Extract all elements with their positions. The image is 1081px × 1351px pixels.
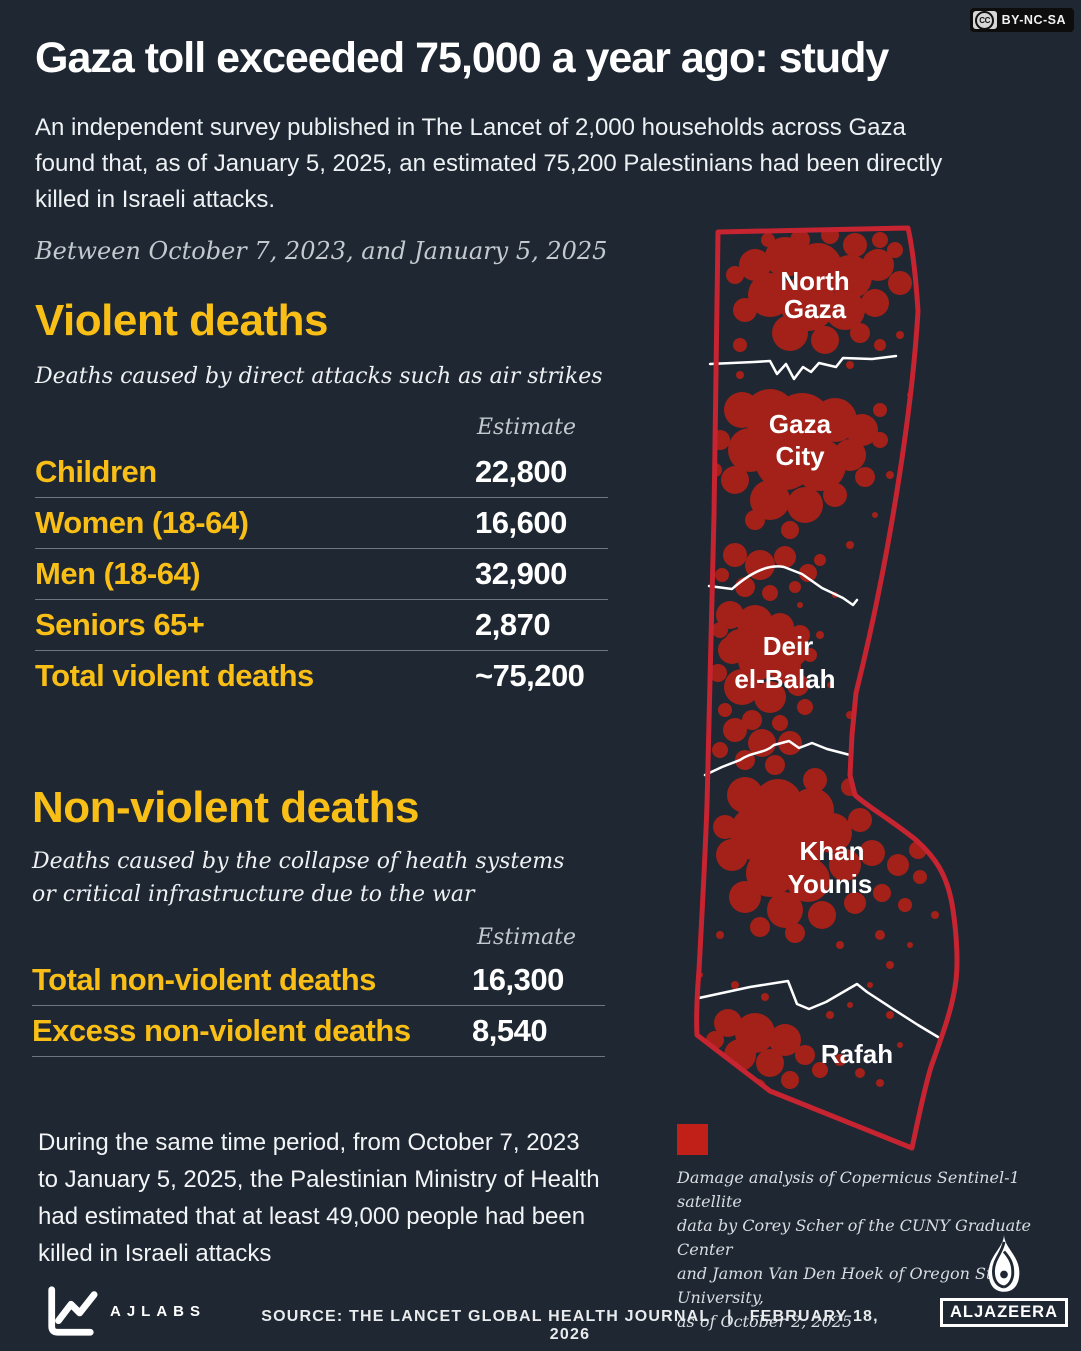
damage-legend-text: Damage analysis of Copernicus Sentinel-1… [677, 1166, 1077, 1334]
description-line: or critical infrastructure due to the wa… [32, 882, 475, 907]
ajlabs-label: AJLABS [110, 1302, 207, 1320]
cc-chip: CC [972, 10, 997, 30]
source-line: SOURCE: THE LANCET GLOBAL HEALTH JOURNAL… [240, 1308, 900, 1344]
row-label: Total non-violent deaths [32, 962, 376, 997]
subtitle-line: found that, as of January 5, 2025, an es… [35, 150, 943, 177]
ajlabs-chart-icon [48, 1286, 98, 1336]
page-subtitle: An independent survey published in The L… [35, 110, 1065, 218]
gaza-damage-map: North Gaza Gaza City Deir el-Balah Khan … [694, 225, 960, 1151]
source-divider2 [733, 1308, 744, 1325]
description-line: Deaths caused by the collapse of heath s… [32, 849, 565, 874]
table-row: Children 22,800 [35, 447, 608, 498]
footnote-line: killed in Israeli attacks [38, 1240, 272, 1267]
nonviolent-deaths-description: Deaths caused by the collapse of heath s… [32, 845, 564, 911]
table-row: Women (18-64) 16,600 [35, 498, 608, 549]
region-label-deir-el-balah: Deir [763, 631, 814, 661]
row-value: 16,300 [472, 962, 564, 997]
period-note: Between October 7, 2023, and January 5, … [35, 237, 608, 265]
row-label: Women (18-64) [35, 505, 249, 540]
region-label-north-gaza: North [780, 266, 849, 296]
violent-deaths-table: Children 22,800 Women (18-64) 16,600 Men… [35, 447, 608, 701]
source-divider [716, 1308, 727, 1325]
nonviolent-estimate-header: Estimate [477, 925, 577, 950]
aljazeera-flame-icon [988, 1234, 1020, 1292]
ministry-footnote: During the same time period, from Octobe… [38, 1124, 600, 1272]
row-value: 2,870 [475, 607, 551, 642]
violent-deaths-heading: Violent deaths [35, 296, 328, 345]
row-value: ~75,200 [475, 658, 585, 693]
violent-deaths-description: Deaths caused by direct attacks such as … [35, 364, 603, 389]
subtitle-line: killed in Israeli attacks. [35, 186, 276, 213]
cc-license-label: BY-NC-SA [1001, 13, 1066, 27]
row-value: 8,540 [472, 1013, 548, 1048]
region-label-north-gaza: Gaza [784, 294, 847, 324]
region-label-gaza-city: Gaza [769, 409, 832, 439]
nonviolent-deaths-heading: Non-violent deaths [32, 783, 420, 832]
damage-legend-swatch [677, 1124, 708, 1155]
table-row-total: Total violent deaths ~75,200 [35, 651, 608, 701]
table-row: Total non-violent deaths 16,300 [32, 955, 605, 1006]
cc-icon: CC [975, 10, 995, 30]
page-title: Gaza toll exceeded 75,000 a year ago: st… [35, 34, 889, 82]
row-value: 32,900 [475, 556, 567, 591]
footnote-line: to January 5, 2025, the Palestinian Mini… [38, 1166, 600, 1193]
legend-line: Damage analysis of Copernicus Sentinel-1… [677, 1168, 1020, 1211]
gaza-strip-outline [694, 225, 960, 1151]
region-label-deir-el-balah: el-Balah [734, 664, 835, 694]
footnote-line: had estimated that at least 49,000 peopl… [38, 1203, 586, 1230]
region-label-khan-younis: Younis [788, 869, 873, 899]
nonviolent-deaths-table: Total non-violent deaths 16,300 Excess n… [32, 955, 605, 1057]
violent-estimate-header: Estimate [477, 415, 577, 440]
cc-license-badge: CC BY-NC-SA [969, 8, 1074, 32]
damage-blobs [697, 228, 943, 1095]
publish-date: FEBRUARY 18, 2026 [549, 1308, 879, 1343]
legend-line: and Jamon Van Den Hoek of Oregon State U… [677, 1264, 1018, 1307]
subtitle-line: An independent survey published in The L… [35, 114, 906, 141]
aljazeera-logo: ALJAZEERA [940, 1232, 1069, 1327]
region-label-rafah: Rafah [821, 1039, 893, 1069]
row-label: Excess non-violent deaths [32, 1013, 411, 1048]
table-row: Excess non-violent deaths 8,540 [32, 1006, 605, 1057]
legend-line: data by Corey Scher of the CUNY Graduate… [677, 1216, 1032, 1259]
footnote-line: During the same time period, from Octobe… [38, 1129, 580, 1156]
source-text: SOURCE: THE LANCET GLOBAL HEALTH JOURNAL [261, 1308, 711, 1325]
table-row: Men (18-64) 32,900 [35, 549, 608, 600]
row-label: Seniors 65+ [35, 607, 205, 642]
row-value: 16,600 [475, 505, 567, 540]
region-label-gaza-city: City [775, 441, 825, 471]
table-row: Seniors 65+ 2,870 [35, 600, 608, 651]
region-label-khan-younis: Khan [800, 836, 865, 866]
legend-line: as of October 2, 2025 [677, 1312, 853, 1331]
ajlabs-logo: AJLABS [40, 1284, 206, 1338]
row-label: Children [35, 454, 157, 489]
aljazeera-label: ALJAZEERA [940, 1298, 1069, 1327]
row-label: Total violent deaths [35, 658, 314, 693]
divider: | [727, 1308, 733, 1325]
row-label: Men (18-64) [35, 556, 201, 591]
governorate-borders [697, 354, 940, 1039]
row-value: 22,800 [475, 454, 567, 489]
